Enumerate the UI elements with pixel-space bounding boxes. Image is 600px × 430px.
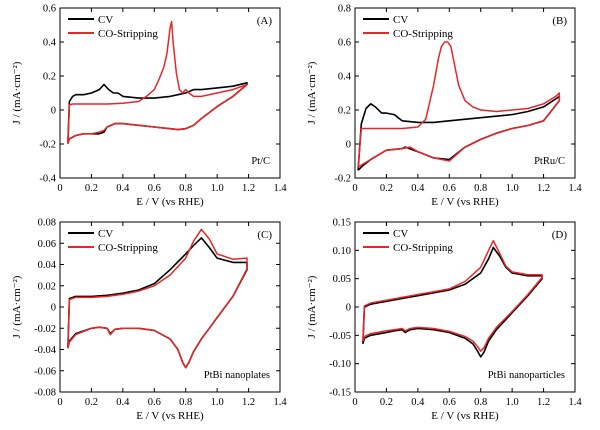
y-tick-label: 0 [346,303,351,314]
y-axis-title: J / (mA·cm⁻²) [11,61,23,124]
y-axis-title: J / (mA·cm⁻²) [11,275,23,338]
co-stripping-curve [67,20,248,145]
sample-label: PtBi nanoparticles [488,370,565,381]
cv-curve [357,95,561,171]
sample-label: Pt/C [251,156,270,167]
y-tick-label: 0.06 [38,239,56,250]
legend-label: CV [393,228,408,240]
y-tick-label: -0.2 [334,174,351,185]
cv-curve [362,246,543,358]
legend-label: CV [98,228,113,240]
y-tick-label: -0.02 [34,324,56,335]
cv-curve [67,237,248,369]
y-tick-label: 0.05 [333,274,351,285]
x-tick-label: 0.4 [116,183,130,194]
y-tick-label: -0.08 [34,388,56,399]
y-tick-label: 0 [346,140,351,151]
x-tick-label: 1.4 [568,397,582,408]
legend-label: CO-Stripping [393,28,453,40]
sample-label: PtRu/C [534,156,565,167]
x-tick-label: 0.4 [411,397,425,408]
x-tick-label: 1.0 [211,397,224,408]
co-stripping-curve [357,41,561,168]
panel-d: 0 0.2 0.4 0.6 0.8 1.0 1.2 1.4 -0.15 -0.10 -0.05 0 0.… [306,218,582,423]
legend-label: CO-Stripping [98,28,158,40]
x-tick-label: 0.2 [85,397,98,408]
x-tick-label: 0.6 [443,397,456,408]
y-tick-label: 0.6 [43,4,56,15]
x-tick-label: 1.0 [506,397,519,408]
x-tick-label: 0.8 [474,397,487,408]
y-tick-label: -0.04 [34,345,57,356]
x-tick-label: 0.4 [411,183,425,194]
legend-label: CV [98,14,113,26]
co-stripping-curve [362,239,543,352]
y-tick-label: -0.05 [329,331,351,342]
x-tick-label: 1.4 [568,183,582,194]
x-tick-label: 1.4 [273,397,287,408]
co-stripping-curve [67,228,248,369]
x-axis-title: E / V (vs RHE) [431,410,499,422]
x-axis-title: E / V (vs RHE) [136,196,204,208]
y-axis-title: J / (mA·cm⁻²) [306,275,318,338]
x-tick-label: 1.2 [537,397,550,408]
y-tick-label: 0 [51,106,56,117]
x-tick-label: 0.2 [380,397,393,408]
x-tick-label: 0.6 [148,183,161,194]
y-tick-label: 0.4 [43,38,57,49]
panel-c: 0 0.2 0.4 0.6 0.8 1.0 1.2 1.4 -0.08 -0.06 -0.04 -0.… [11,218,287,423]
x-tick-label: 1.2 [537,183,550,194]
y-tick-label: -0.15 [329,388,351,399]
y-tick-label: 0.04 [38,260,57,271]
x-tick-label: 0.2 [380,183,393,194]
y-tick-label: 0.6 [338,38,351,49]
y-tick-label: -0.10 [329,359,351,370]
panel-label: (D) [552,229,568,241]
legend-label: CO-Stripping [98,242,158,254]
plot-frame [354,7,576,179]
panel-b: 0 0.2 0.4 0.6 0.8 1.0 1.2 1.4-0.200.20.40.60.8E… [306,4,582,209]
x-tick-label: 1.0 [506,183,519,194]
x-tick-label: 1.0 [211,183,224,194]
x-tick-label: 1.4 [273,183,287,194]
x-tick-label: 0.6 [148,397,161,408]
x-tick-label: 0.8 [474,183,487,194]
y-tick-label: 0.08 [38,218,56,229]
x-tick-label: 0.2 [85,183,98,194]
y-tick-label: -0.2 [39,140,56,151]
x-tick-label: 0.6 [443,183,456,194]
y-tick-label: 0.15 [333,218,351,229]
x-tick-label: 0.8 [179,183,192,194]
x-tick-label: 0.8 [179,397,192,408]
panel-label: (B) [552,15,567,27]
x-tick-label: 0 [57,397,62,408]
x-tick-label: 0.4 [116,397,130,408]
legend-label: CV [393,14,408,26]
panel-label: (C) [257,229,272,241]
x-tick-label: 0 [57,183,62,194]
y-tick-label: 0.10 [333,246,351,257]
y-tick-label: 0.8 [338,4,351,15]
plot-frame [59,7,281,179]
y-tick-label: 0.02 [38,281,56,292]
y-tick-label: -0.06 [34,366,56,377]
x-axis-title: E / V (vs RHE) [136,410,204,422]
y-tick-label: 0 [51,303,56,314]
x-tick-label: 0 [352,397,357,408]
x-axis-title: E / V (vs RHE) [431,196,499,208]
x-tick-label: 0 [352,183,357,194]
panel-a: 0 0.2 0.4 0.6 0.8 1.0 1.2 1.4 -0.4 -0.2 0 0.2 0.4 0.6… [11,4,287,209]
y-axis-title: J / (mA·cm⁻²) [306,61,318,124]
y-tick-label: 0.4 [338,72,352,83]
sample-label: PtBi nanoplates [204,370,270,381]
x-tick-label: 1.2 [242,183,255,194]
panel-label: (A) [257,15,273,27]
y-tick-label: -0.4 [39,174,56,185]
x-tick-label: 1.2 [242,397,255,408]
y-tick-label: 0.2 [43,72,56,83]
y-tick-label: 0.2 [338,106,351,117]
legend-label: CO-Stripping [393,242,453,254]
